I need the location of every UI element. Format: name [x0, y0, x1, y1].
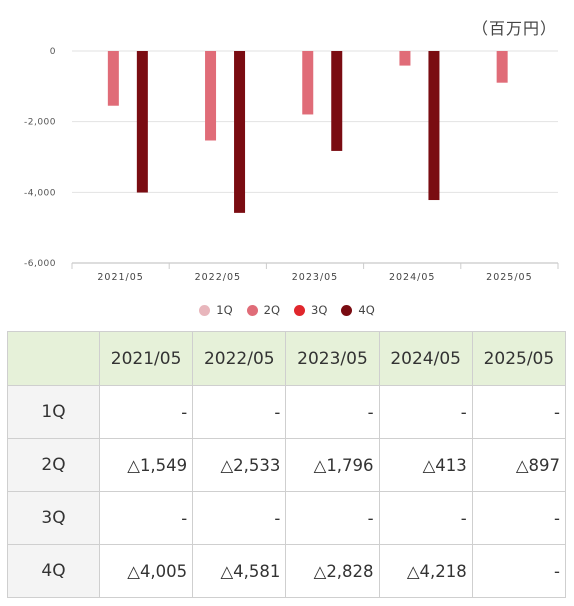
- x-tick-label: 2022/05: [195, 272, 241, 283]
- table-header-cell: 2021/05: [98, 331, 194, 386]
- table-cell: -: [285, 491, 380, 545]
- x-axis-ticks: 2021/05 2022/05 2023/05 2024/05 2025/05: [71, 263, 559, 283]
- legend-item-2q[interactable]: 2Q: [246, 303, 280, 317]
- table-cell: △4,218: [378, 544, 473, 598]
- legend-label: 2Q: [263, 303, 280, 317]
- table-row: 1Q - - - - -: [7, 385, 567, 439]
- table-header-cell: 2023/05: [285, 331, 380, 386]
- table-header-cell: 2022/05: [192, 331, 287, 386]
- table-cell: -: [378, 491, 473, 545]
- legend-swatch: [246, 304, 258, 316]
- bar-2q-2023-05: [302, 51, 314, 115]
- legend-swatch: [294, 304, 305, 316]
- bar-2q-2021-05: [107, 51, 119, 106]
- table-cell: △2,828: [285, 544, 380, 598]
- table-cell: -: [378, 385, 473, 439]
- table-cell: -: [471, 544, 567, 598]
- table-cell: △897: [471, 438, 567, 492]
- bar-2q-2025-05: [496, 51, 508, 83]
- legend-label: 4Q: [358, 303, 375, 317]
- table-cell: △413: [378, 438, 473, 492]
- grid-lines: [72, 50, 558, 264]
- table-header-row: 2021/05 2022/05 2023/05 2024/05 2025/05: [7, 331, 567, 386]
- table-cell: -: [192, 385, 287, 439]
- table-cell: -: [285, 385, 380, 439]
- y-tick-label: -2,000: [24, 118, 56, 128]
- bar-2q-2024-05: [399, 51, 411, 66]
- y-tick-label: -4,000: [24, 188, 56, 198]
- bar-4q-2023-05: [331, 51, 343, 151]
- legend-label: 1Q: [216, 303, 233, 317]
- legend-item-4q[interactable]: 4Q: [341, 303, 375, 317]
- legend-item-1q[interactable]: 1Q: [199, 303, 233, 317]
- y-tick-label: 0: [50, 47, 56, 57]
- bar-4q-2021-05: [136, 51, 148, 193]
- x-tick-label: 2025/05: [486, 272, 532, 283]
- table-body: 1Q - - - - -2Q △1,549 △2,533 △1,796 △413 △897 3Q - - -…: [7, 385, 567, 598]
- table-cell: △4,581: [192, 544, 287, 598]
- table-cell: -: [98, 491, 194, 545]
- chart-legend: 1Q 2Q 3Q 4Q: [0, 303, 574, 317]
- row-label: 3Q: [7, 491, 100, 545]
- bar-chart: 0 -2,000 -4,000 -6,000 2021/05 2022/05 2023/0…: [24, 47, 559, 283]
- table-cell: -: [471, 385, 567, 439]
- legend-swatch: [341, 304, 353, 316]
- table-cell: -: [192, 491, 287, 545]
- bar-2q-2022-05: [205, 51, 217, 141]
- data-table: 2021/05 2022/05 2023/05 2024/05 2025/05 1Q - -…: [7, 331, 567, 598]
- bars: [107, 51, 508, 213]
- table-corner-cell: [7, 331, 100, 386]
- unit-label: （百万円）: [471, 19, 557, 38]
- legend-item-3q[interactable]: 3Q: [294, 303, 327, 317]
- table-cell: △2,533: [192, 438, 287, 492]
- bar-4q-2024-05: [428, 51, 440, 201]
- table-cell: -: [98, 385, 194, 439]
- legend-label: 3Q: [311, 303, 328, 317]
- y-axis-ticks: 0 -2,000 -4,000 -6,000: [24, 47, 56, 269]
- row-label: 2Q: [7, 438, 100, 492]
- bar-4q-2022-05: [234, 51, 246, 213]
- legend-swatch: [199, 304, 211, 316]
- row-label: 1Q: [7, 385, 100, 439]
- table-cell: △4,005: [98, 544, 194, 598]
- table-cell: -: [471, 491, 567, 545]
- table-header-cell: 2024/05: [378, 331, 473, 386]
- x-tick-label: 2021/05: [97, 272, 143, 283]
- table-row: 2Q △1,549 △2,533 △1,796 △413 △897: [7, 438, 567, 492]
- table-row: 4Q △4,005 △4,581 △2,828 △4,218-: [7, 544, 567, 598]
- table-row: 3Q - - - - -: [7, 491, 567, 545]
- x-tick-label: 2024/05: [389, 272, 435, 283]
- x-tick-label: 2023/05: [292, 272, 338, 283]
- y-tick-label: -6,000: [24, 259, 56, 269]
- table-cell: △1,549: [98, 438, 194, 492]
- table-header-cell: 2025/05: [471, 331, 567, 386]
- table-cell: △1,796: [285, 438, 380, 492]
- row-label: 4Q: [7, 544, 100, 598]
